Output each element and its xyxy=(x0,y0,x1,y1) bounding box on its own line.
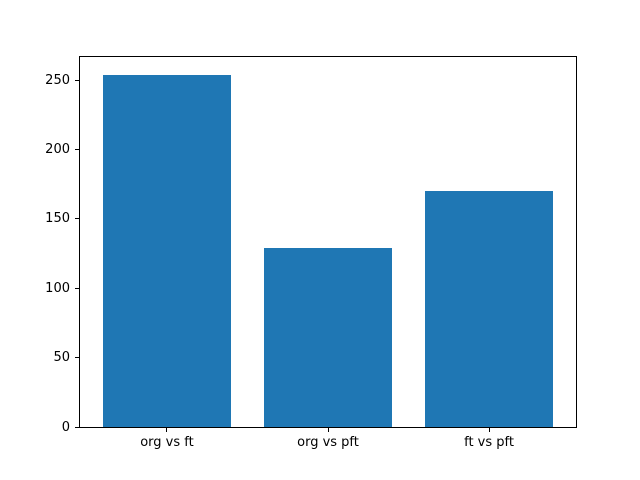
bar-org-vs-pft xyxy=(263,248,393,427)
y-tick xyxy=(75,287,80,289)
x-tick xyxy=(166,428,168,432)
y-tick-label: 200 xyxy=(45,142,70,158)
y-tick-label: 250 xyxy=(45,72,70,88)
y-tick-label: 50 xyxy=(53,350,70,366)
plot-area xyxy=(79,56,577,428)
x-tick xyxy=(327,428,329,432)
y-tick xyxy=(75,218,80,220)
bar-ft-vs-pft xyxy=(424,191,554,427)
y-tick xyxy=(75,79,80,81)
y-tick xyxy=(75,426,80,428)
y-tick-label: 0 xyxy=(61,419,70,435)
y-tick xyxy=(75,149,80,151)
x-tick-label: org vs pft xyxy=(297,435,359,450)
bar-org-vs-ft xyxy=(102,74,232,427)
x-tick xyxy=(488,428,490,432)
y-tick xyxy=(75,357,80,359)
x-tick-label: ft vs pft xyxy=(464,435,514,450)
y-tick-label: 150 xyxy=(45,211,70,227)
y-tick-label: 100 xyxy=(45,280,70,296)
x-tick-label: org vs ft xyxy=(140,435,194,450)
